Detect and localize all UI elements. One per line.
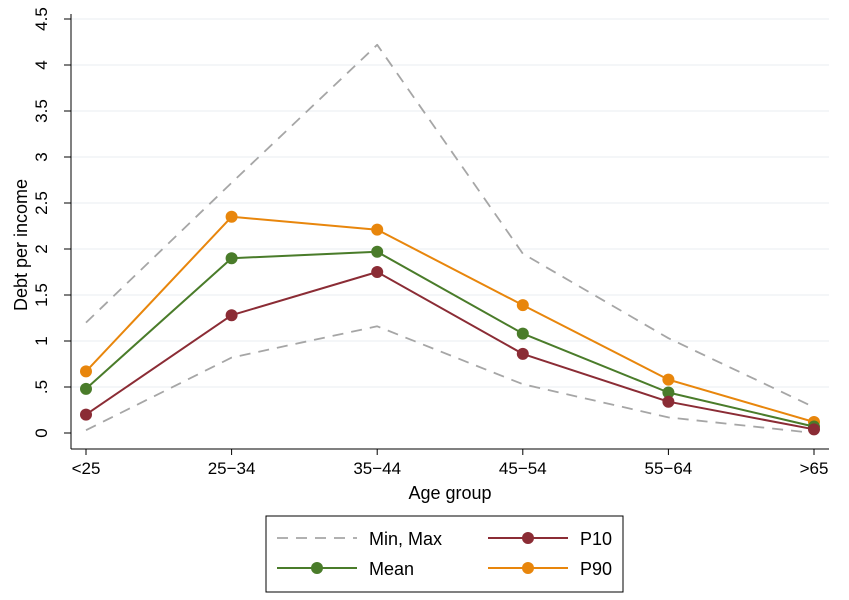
- series-line-p90: [85, 215, 815, 423]
- y-tick-label: 0: [32, 428, 51, 437]
- legend-label: P10: [580, 529, 612, 549]
- y-tick-label: 4.5: [32, 7, 51, 31]
- axes: 0 .5 1 1.5 2 2.5 3 3.5 4 4.5 <25 25−34 35−44 45−54 55−…: [32, 7, 829, 478]
- y-tick-label: .5: [32, 380, 51, 394]
- series-min: [85, 325, 815, 434]
- legend-label: Mean: [369, 559, 414, 579]
- data-point-mean: [225, 252, 238, 265]
- x-tick-label: 25−34: [208, 459, 256, 478]
- series-line-min: [85, 325, 815, 434]
- y-tick-label: 1: [32, 336, 51, 345]
- data-point-p90: [225, 210, 238, 223]
- data-point-p10: [516, 347, 529, 360]
- series-max: [85, 43, 815, 409]
- legend-item-min-max: Min, Max: [277, 529, 442, 549]
- legend-item-p90: P90: [488, 559, 612, 579]
- x-tick-label: 45−54: [499, 459, 547, 478]
- legend-marker: [311, 562, 323, 574]
- series-p10: [80, 266, 820, 436]
- data-point-p90: [516, 299, 529, 312]
- x-tick-label: <25: [72, 459, 101, 478]
- data-point-p10: [371, 266, 384, 278]
- x-axis-title: Age group: [408, 483, 491, 503]
- grid-lines: [71, 18, 829, 388]
- y-tick-label: 2: [32, 244, 51, 253]
- data-point-mean: [80, 382, 92, 395]
- series-line-max: [85, 43, 815, 409]
- legend-box: [265, 515, 624, 593]
- data-point-mean: [516, 327, 529, 340]
- legend: Min, Max P10 Mean P90: [265, 515, 624, 593]
- x-tick-label: 35−44: [353, 459, 401, 478]
- y-tick-label: 4: [32, 60, 51, 69]
- series-line-p10: [85, 271, 815, 431]
- y-axis-title: Debt per income: [11, 179, 31, 311]
- y-tick-label: 3.5: [32, 99, 51, 123]
- data-point-p10: [808, 423, 820, 436]
- legend-marker: [522, 532, 534, 544]
- data-point-p90: [371, 223, 384, 236]
- series-lines: [80, 43, 820, 436]
- data-point-p90: [80, 365, 92, 378]
- y-tick-label: 1.5: [32, 283, 51, 307]
- data-point-p10: [225, 309, 238, 322]
- x-tick-label: 55−64: [645, 459, 693, 478]
- legend-item-mean: Mean: [277, 559, 414, 579]
- series-mean: [80, 245, 820, 433]
- data-point-p10: [662, 395, 675, 408]
- data-point-mean: [371, 245, 384, 258]
- data-point-p90: [662, 373, 675, 386]
- legend-label: Min, Max: [369, 529, 442, 549]
- series-p90: [80, 210, 820, 428]
- series-line-mean: [85, 250, 815, 428]
- legend-item-p10: P10: [488, 529, 612, 549]
- x-tick-label: >65: [800, 459, 829, 478]
- data-point-mean: [662, 386, 675, 399]
- legend-marker: [522, 562, 534, 574]
- y-tick-label: 3: [32, 152, 51, 161]
- legend-label: P90: [580, 559, 612, 579]
- data-point-p10: [80, 408, 92, 421]
- y-tick-label: 2.5: [32, 191, 51, 215]
